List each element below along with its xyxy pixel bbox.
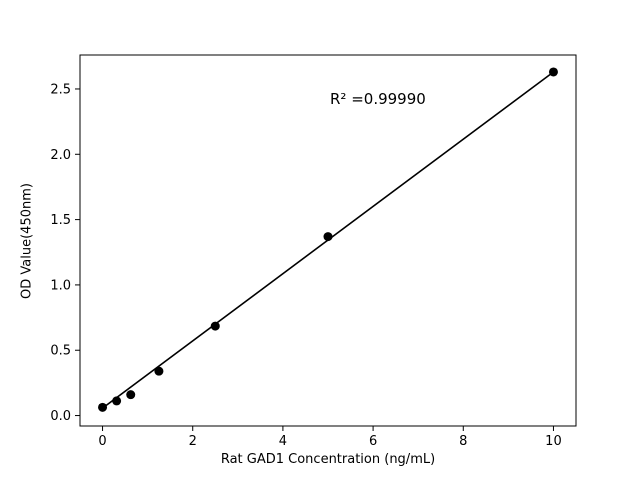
x-tick-label: 2 <box>189 434 197 449</box>
y-tick-label: 2.0 <box>50 148 71 163</box>
y-tick-label: 2.5 <box>50 82 71 97</box>
x-tick-label: 4 <box>279 434 287 449</box>
y-tick-label: 0.0 <box>50 409 71 424</box>
r-squared-annotation: R² =0.99990 <box>330 90 426 108</box>
x-tick-label: 10 <box>545 434 562 449</box>
x-tick-label: 8 <box>459 434 467 449</box>
data-point <box>548 67 558 77</box>
data-point <box>154 366 164 376</box>
y-axis-label: OD Value(450nm) <box>19 183 35 299</box>
data-point <box>323 232 333 242</box>
data-point <box>126 390 136 400</box>
data-point <box>210 321 220 331</box>
x-tick-label: 6 <box>369 434 377 449</box>
data-point <box>112 396 122 406</box>
y-tick-label: 1.0 <box>50 278 71 293</box>
axes-box <box>79 54 577 427</box>
y-tick-label: 1.5 <box>50 213 71 228</box>
x-axis-label: Rat GAD1 Concentration (ng/mL) <box>220 452 436 467</box>
data-point <box>98 402 108 412</box>
x-tick-label: 0 <box>98 434 106 449</box>
y-tick-label: 0.5 <box>50 344 71 359</box>
